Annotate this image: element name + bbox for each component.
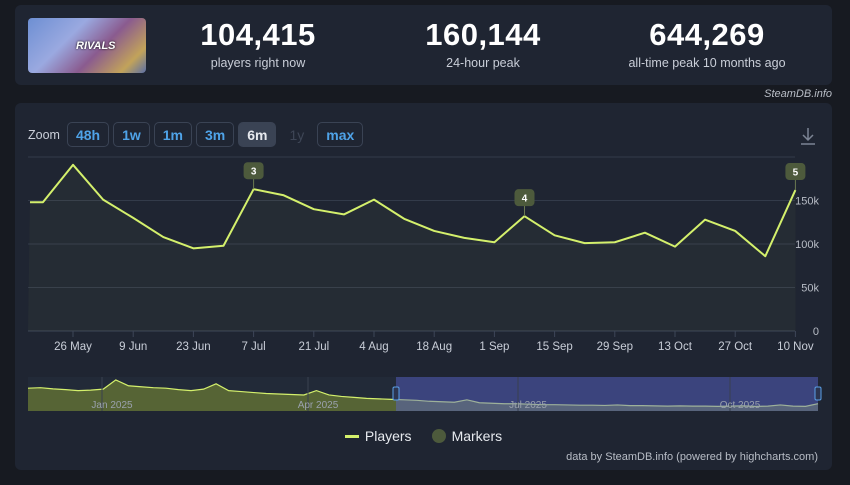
markers-dot-icon xyxy=(431,429,446,443)
stat-value: 644,269 xyxy=(649,17,765,52)
x-tick-label: 23 Jun xyxy=(176,341,211,353)
marker-label: 5 xyxy=(793,168,799,179)
x-tick-label: 9 Jun xyxy=(119,341,147,353)
legend-players[interactable]: Players xyxy=(344,428,412,444)
players-chart: 0 50k 100k 150k 26 May 9 Jun 23 Jun 7 Jul 21 Jul… xyxy=(27,156,822,411)
navigator-handle[interactable] xyxy=(392,386,400,401)
download-icon[interactable] xyxy=(799,126,817,146)
y-tick-label: 0 xyxy=(813,326,819,338)
steamdb-credit[interactable]: SteamDB.info xyxy=(764,88,832,100)
zoom-1m-button[interactable]: 1m xyxy=(153,122,192,147)
players-line-icon xyxy=(344,434,359,438)
marker-label: 3 xyxy=(251,167,257,178)
x-tick-label: 4 Aug xyxy=(359,341,388,353)
navigator-bg xyxy=(28,377,818,411)
navigator-label: Apr 2025 xyxy=(298,400,339,411)
y-tick-label: 150k xyxy=(795,196,819,208)
zoom-6m-button[interactable]: 6m xyxy=(238,122,277,147)
zoom-48h-button[interactable]: 48h xyxy=(66,122,110,147)
stat-all-time-peak: 644,269 all-time peak 10 months ago xyxy=(607,17,807,70)
navigator-handle[interactable] xyxy=(814,386,822,401)
x-tick-label: 18 Aug xyxy=(416,341,452,353)
x-tick-label: 27 Oct xyxy=(718,341,753,353)
x-tick-label: 10 Nov xyxy=(777,341,814,353)
stat-value: 104,415 xyxy=(200,17,316,52)
legend-label: Markers xyxy=(451,428,503,444)
legend: Players Markers xyxy=(15,428,832,444)
zoom-max-button[interactable]: max xyxy=(317,122,364,147)
navigator-line xyxy=(27,379,819,407)
stat-value: 160,144 xyxy=(425,17,541,52)
chart-credit[interactable]: data by SteamDB.info (powered by highcha… xyxy=(566,451,818,463)
x-tick-label: 7 Jul xyxy=(241,341,265,353)
navigator-label: Jul 2025 xyxy=(509,400,547,411)
chart-panel: Zoom 48h 1w 1m 3m 6m 1y max 0 50k 100k 150k… xyxy=(15,103,832,470)
x-tick-label: 1 Sep xyxy=(479,341,509,353)
marker-badge xyxy=(514,189,535,207)
zoom-controls: Zoom 48h 1w 1m 3m 6m 1y max xyxy=(28,122,364,147)
navigator-selection xyxy=(396,377,818,411)
y-tick-label: 100k xyxy=(795,239,819,251)
marker-badge xyxy=(785,163,806,181)
x-tick-label: 26 May xyxy=(54,341,92,353)
y-tick-label: 50k xyxy=(801,283,819,295)
thumbnail-logo: RIVALS xyxy=(76,40,116,52)
zoom-3m-button[interactable]: 3m xyxy=(196,122,235,147)
zoom-1w-button[interactable]: 1w xyxy=(113,122,150,147)
stat-label: players right now xyxy=(210,56,306,70)
navigator-label: Jan 2025 xyxy=(91,400,133,411)
zoom-label: Zoom xyxy=(28,127,60,142)
legend-markers[interactable]: Markers xyxy=(431,428,503,444)
legend-label: Players xyxy=(364,428,412,444)
stat-current: 104,415 players right now xyxy=(158,17,358,70)
marker-label: 4 xyxy=(522,194,528,205)
stat-24h-peak: 160,144 24-hour peak xyxy=(383,17,583,70)
marker-badge xyxy=(243,162,264,180)
stats-header: RIVALS 104,415 players right now 160,144… xyxy=(15,5,832,85)
game-thumbnail[interactable]: RIVALS xyxy=(28,18,146,73)
x-tick-label: 21 Jul xyxy=(298,341,329,353)
stat-label: 24-hour peak xyxy=(446,56,520,70)
stat-label: all-time peak 10 months ago xyxy=(628,56,786,70)
x-tick-label: 15 Sep xyxy=(536,341,572,353)
navigator-label: Oct 2025 xyxy=(720,400,761,411)
navigator-area xyxy=(28,379,818,411)
zoom-1y-button: 1y xyxy=(289,126,305,143)
x-tick-label: 29 Sep xyxy=(597,341,633,353)
players-area xyxy=(28,164,796,331)
x-tick-label: 13 Oct xyxy=(658,341,693,353)
